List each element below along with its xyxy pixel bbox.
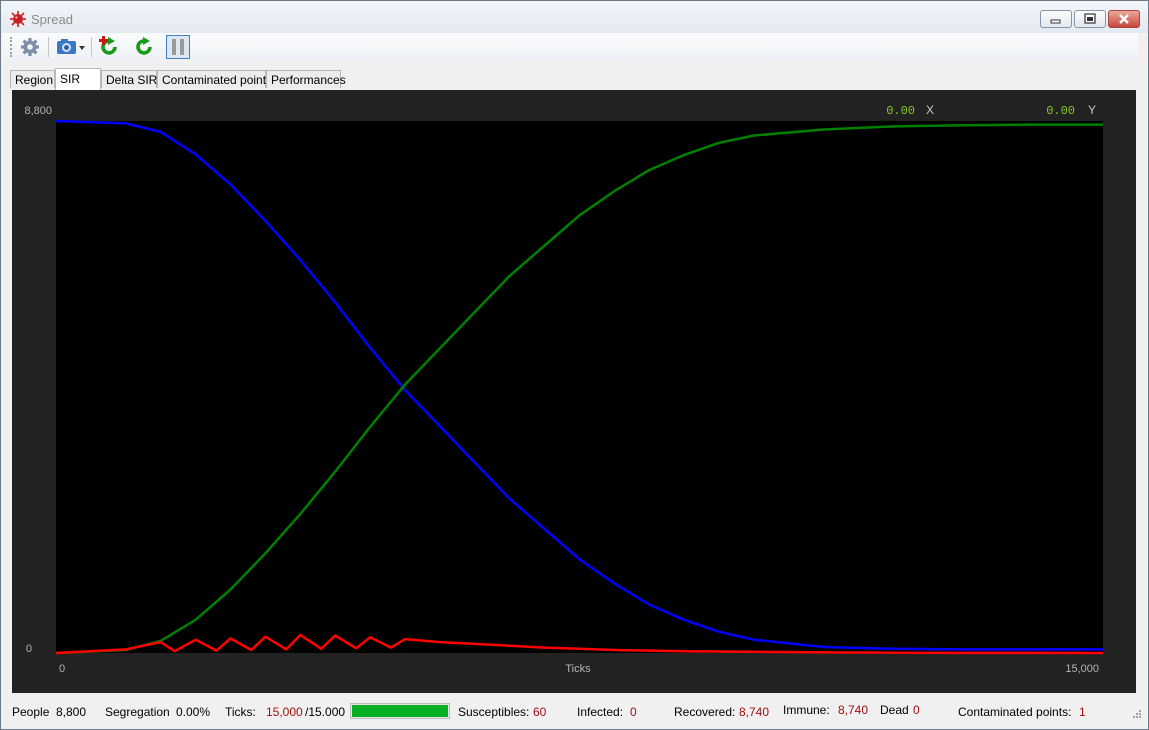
people-value: 8,800 [56, 705, 87, 719]
ticks-label: Ticks: [225, 705, 256, 719]
people-label: People [12, 705, 50, 719]
plot-area[interactable] [56, 121, 1103, 653]
tab-region[interactable]: Region [10, 70, 55, 88]
recovered-value: 8,740 [739, 705, 770, 719]
toolbar [3, 33, 1138, 60]
camera-icon[interactable] [55, 36, 87, 58]
status-bar: People 8,800 Segregation 0.00% Ticks: 15… [1, 701, 1148, 729]
x-tick-label-end: 15,000 [1065, 663, 1099, 675]
title-bar: Spread [1, 1, 1148, 33]
y-readout-value: 0.00 [1046, 104, 1075, 118]
tab-sir[interactable]: SIR [55, 68, 101, 90]
toolbar-separator [48, 37, 49, 57]
infected-value: 0 [630, 705, 637, 719]
ticks-total: /15.000 [305, 705, 346, 719]
close-icon [1119, 14, 1129, 24]
immune-label: Immune: [783, 703, 830, 717]
restart-icon[interactable] [133, 36, 155, 58]
susceptibles-label: Susceptibles: [458, 705, 530, 719]
x-readout-value: 0.00 [886, 104, 915, 118]
series-layer [55, 119, 1104, 655]
close-button[interactable] [1108, 10, 1140, 28]
tab-contaminated-points[interactable]: Contaminated points [157, 70, 272, 88]
add-restart-icon[interactable] [98, 36, 120, 58]
pause-icon[interactable] [166, 35, 190, 59]
x-axis-label: Ticks [565, 663, 591, 675]
contaminated-value: 1 [1079, 705, 1086, 719]
window-title: Spread [31, 12, 73, 27]
sir-chart[interactable]: 8,800 0 0 15,000 Ticks 0.00 X 0.00 Y [12, 90, 1136, 693]
recovered-label: Recovered: [674, 705, 736, 719]
segregation-label: Segregation [105, 705, 170, 719]
sir-chart-panel[interactable]: 8,800 0 0 15,000 Ticks 0.00 X 0.00 Y [12, 90, 1136, 693]
minimize-button[interactable] [1040, 10, 1072, 28]
progress-fill [352, 705, 448, 717]
x-tick-label-start: 0 [59, 663, 65, 675]
contaminated-label: Contaminated points: [958, 705, 1072, 719]
minimize-icon [1050, 19, 1061, 24]
settings-icon[interactable] [19, 36, 41, 58]
maximize-icon [1084, 13, 1096, 24]
infected-label: Infected: [577, 705, 624, 719]
tab-delta-sir[interactable]: Delta SIR [101, 70, 157, 88]
y-tick-label-top: 8,800 [24, 105, 52, 117]
segregation-value: 0.00% [176, 705, 211, 719]
y-tick-label-bottom: 0 [26, 643, 32, 655]
series-line-1 [55, 123, 1103, 655]
resize-grip-icon[interactable] [1130, 709, 1142, 721]
tab-performances[interactable]: Performances [266, 70, 346, 88]
toolbar-grip[interactable] [10, 37, 14, 57]
ticks-progress-bar [350, 703, 450, 719]
dead-label: Dead [880, 703, 909, 717]
toolbar-separator [91, 37, 92, 57]
maximize-button[interactable] [1074, 10, 1106, 28]
x-readout-label: X [926, 103, 934, 117]
series-line-2 [55, 633, 1104, 655]
dead-value: 0 [913, 703, 920, 717]
virus-app-icon [10, 11, 26, 27]
ticks-value: 15,000 [266, 705, 303, 719]
immune-value: 8,740 [838, 703, 869, 717]
y-readout-label: Y [1088, 103, 1096, 117]
susceptibles-value: 60 [533, 705, 547, 719]
series-line-0 [55, 119, 1103, 651]
